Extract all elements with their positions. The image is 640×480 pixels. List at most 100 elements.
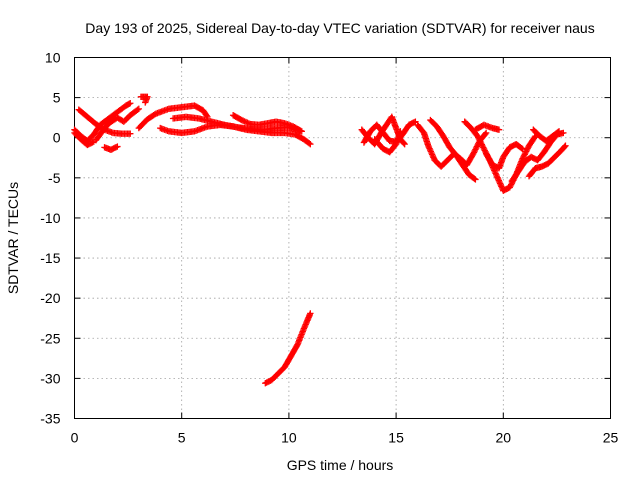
series-arc-4 <box>101 143 121 153</box>
y-tick-label: 10 <box>45 50 61 66</box>
x-tick-label: 15 <box>388 430 404 446</box>
data-point-marker <box>472 144 480 152</box>
data-point-marker <box>472 176 479 183</box>
series-arc-5 <box>71 129 97 149</box>
data-point-marker <box>127 100 134 107</box>
data-point-marker <box>400 139 408 147</box>
data-point-marker <box>507 181 515 188</box>
y-tick-label: -35 <box>40 411 60 427</box>
data-point-marker <box>561 143 568 150</box>
x-axis-label: GPS time / hours <box>287 457 394 473</box>
data-point-marker <box>127 130 134 137</box>
data-points <box>71 93 569 387</box>
series-arc-2 <box>75 106 134 137</box>
data-point-marker <box>401 140 408 148</box>
chart-title: Day 193 of 2025, Sidereal Day-to-day VTE… <box>85 20 594 36</box>
y-tick-label: -5 <box>48 170 61 186</box>
data-point-marker <box>562 142 569 149</box>
x-tick-label: 5 <box>178 430 186 446</box>
axis-ticks: 0 5 10 15 20 25 10 5 0 -5 -10 -15 -20 -25 -30 -35 <box>40 50 618 446</box>
data-point-marker <box>306 140 313 147</box>
data-point-marker <box>521 151 528 158</box>
data-point-marker <box>307 310 314 317</box>
data-point-marker <box>470 149 478 156</box>
data-point-marker <box>477 140 485 147</box>
series-arc-22 <box>530 126 563 145</box>
data-point-marker <box>471 147 478 155</box>
data-point-marker <box>482 130 489 138</box>
data-point-marker <box>244 119 251 126</box>
series-arc-10 <box>229 112 305 135</box>
data-point-marker <box>90 138 97 145</box>
x-tick-label: 10 <box>281 430 297 446</box>
data-point-marker <box>307 140 314 148</box>
x-tick-label: 0 <box>71 430 79 446</box>
data-point-marker <box>475 134 482 141</box>
data-point-marker <box>560 129 567 137</box>
series-arc-7 <box>135 102 211 132</box>
data-point-marker <box>555 128 563 135</box>
series-arc-14 <box>371 128 404 156</box>
data-point-marker <box>519 155 526 162</box>
data-point-marker <box>114 143 121 150</box>
series-arc-6 <box>137 93 151 106</box>
data-point-marker <box>481 147 488 154</box>
data-point-marker <box>480 144 487 151</box>
data-point-marker <box>412 118 419 125</box>
data-point-marker <box>519 145 526 153</box>
data-point-marker <box>507 182 514 190</box>
y-tick-label: -20 <box>40 290 60 306</box>
data-point-marker <box>506 184 513 191</box>
data-point-marker <box>480 145 488 153</box>
y-tick-label: -15 <box>40 250 60 266</box>
data-point-marker <box>554 128 562 136</box>
data-point-marker <box>474 132 481 140</box>
data-point-marker <box>472 146 479 153</box>
series-arc-11 <box>262 310 314 387</box>
data-point-marker <box>239 117 247 124</box>
y-tick-label: -30 <box>40 370 60 386</box>
data-point-marker <box>397 128 404 135</box>
data-point-marker <box>482 129 490 137</box>
series-arc-18 <box>472 121 503 133</box>
data-point-marker <box>134 106 141 113</box>
data-point-marker <box>475 135 483 143</box>
y-tick-label: 5 <box>53 90 61 106</box>
data-point-marker <box>531 134 538 141</box>
data-point-marker <box>495 126 503 133</box>
series-arc-16 <box>427 116 479 183</box>
data-point-marker <box>520 153 527 161</box>
data-point-marker <box>520 152 528 159</box>
data-point-marker <box>477 138 484 146</box>
data-point-marker <box>297 127 304 134</box>
data-point-marker <box>518 144 525 152</box>
data-point-marker <box>238 116 245 124</box>
y-tick-label: -25 <box>40 330 60 346</box>
series-arc-15 <box>414 121 490 170</box>
data-point-marker <box>142 99 149 106</box>
data-point-marker <box>523 146 531 154</box>
series-arc-21 <box>525 142 569 180</box>
data-point-marker <box>471 175 478 182</box>
data-point-marker <box>478 141 486 148</box>
data-point-marker <box>479 142 486 150</box>
x-tick-label: 20 <box>496 430 512 446</box>
data-point-marker <box>476 137 483 144</box>
data-point-marker <box>135 105 143 113</box>
plot-frame <box>74 57 611 419</box>
data-point-marker <box>473 143 481 150</box>
y-tick-label: 0 <box>53 130 61 146</box>
series-arc-3 <box>92 105 143 144</box>
data-point-marker <box>298 128 305 135</box>
y-axis-label: SDTVAR / TECUs <box>5 182 21 294</box>
y-tick-label: -10 <box>40 210 60 226</box>
data-point-marker <box>522 148 530 155</box>
series-arc-19 <box>482 140 526 172</box>
data-point-marker <box>522 149 529 157</box>
data-point-marker <box>241 118 248 125</box>
x-tick-label: 25 <box>603 430 619 446</box>
grid-lines <box>74 57 611 419</box>
data-point-marker <box>470 150 477 157</box>
series-arc-17 <box>461 118 539 194</box>
